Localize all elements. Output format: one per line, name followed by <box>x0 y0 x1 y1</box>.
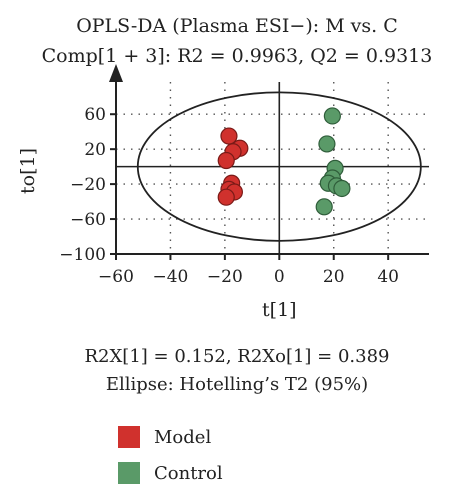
data-point-control <box>323 107 341 125</box>
data-point-control <box>315 198 333 216</box>
x-tick-label: −20 <box>207 267 243 287</box>
x-tick-label: 20 <box>323 267 345 287</box>
x-tick-label: −60 <box>98 267 134 287</box>
y-tick-label: −100 <box>59 245 106 265</box>
y-axis-arrow <box>109 64 123 82</box>
legend-item-model: Model <box>118 424 223 450</box>
r2x-stats: R2X[1] = 0.152, R2Xo[1] = 0.389 <box>84 346 390 367</box>
x-tick-label: −40 <box>152 267 188 287</box>
legend-item-control: Control <box>118 460 223 486</box>
legend-swatch-control <box>118 462 140 484</box>
legend-label-model: Model <box>154 426 212 448</box>
y-tick-label: −60 <box>70 210 106 230</box>
legend: Model Control <box>118 424 223 496</box>
legend-swatch-model <box>118 426 140 448</box>
data-point-control <box>318 135 336 153</box>
ellipse-caption: Ellipse: Hotelling’s T2 (95%) <box>105 374 369 395</box>
y-tick-label: 60 <box>84 105 106 125</box>
x-tick-label: 0 <box>274 267 285 287</box>
data-point-control <box>333 179 351 198</box>
y-axis-label: to[1] <box>17 148 39 194</box>
data-point-model <box>217 188 235 206</box>
data-point-model <box>217 151 235 170</box>
hotelling-ellipse <box>136 91 422 242</box>
x-tick-label: 40 <box>377 267 399 287</box>
chart-subtitle: Comp[1 + 3]: R2 = 0.9963, Q2 = 0.9313 <box>41 45 433 67</box>
x-axis-label: t[1] <box>262 299 297 321</box>
chart-title: OPLS-DA (Plasma ESI−): M vs. C <box>76 15 398 37</box>
legend-label-control: Control <box>154 462 223 484</box>
data-point-model <box>220 127 238 145</box>
y-tick-label: 20 <box>84 140 106 160</box>
y-tick-label: −20 <box>70 175 106 195</box>
